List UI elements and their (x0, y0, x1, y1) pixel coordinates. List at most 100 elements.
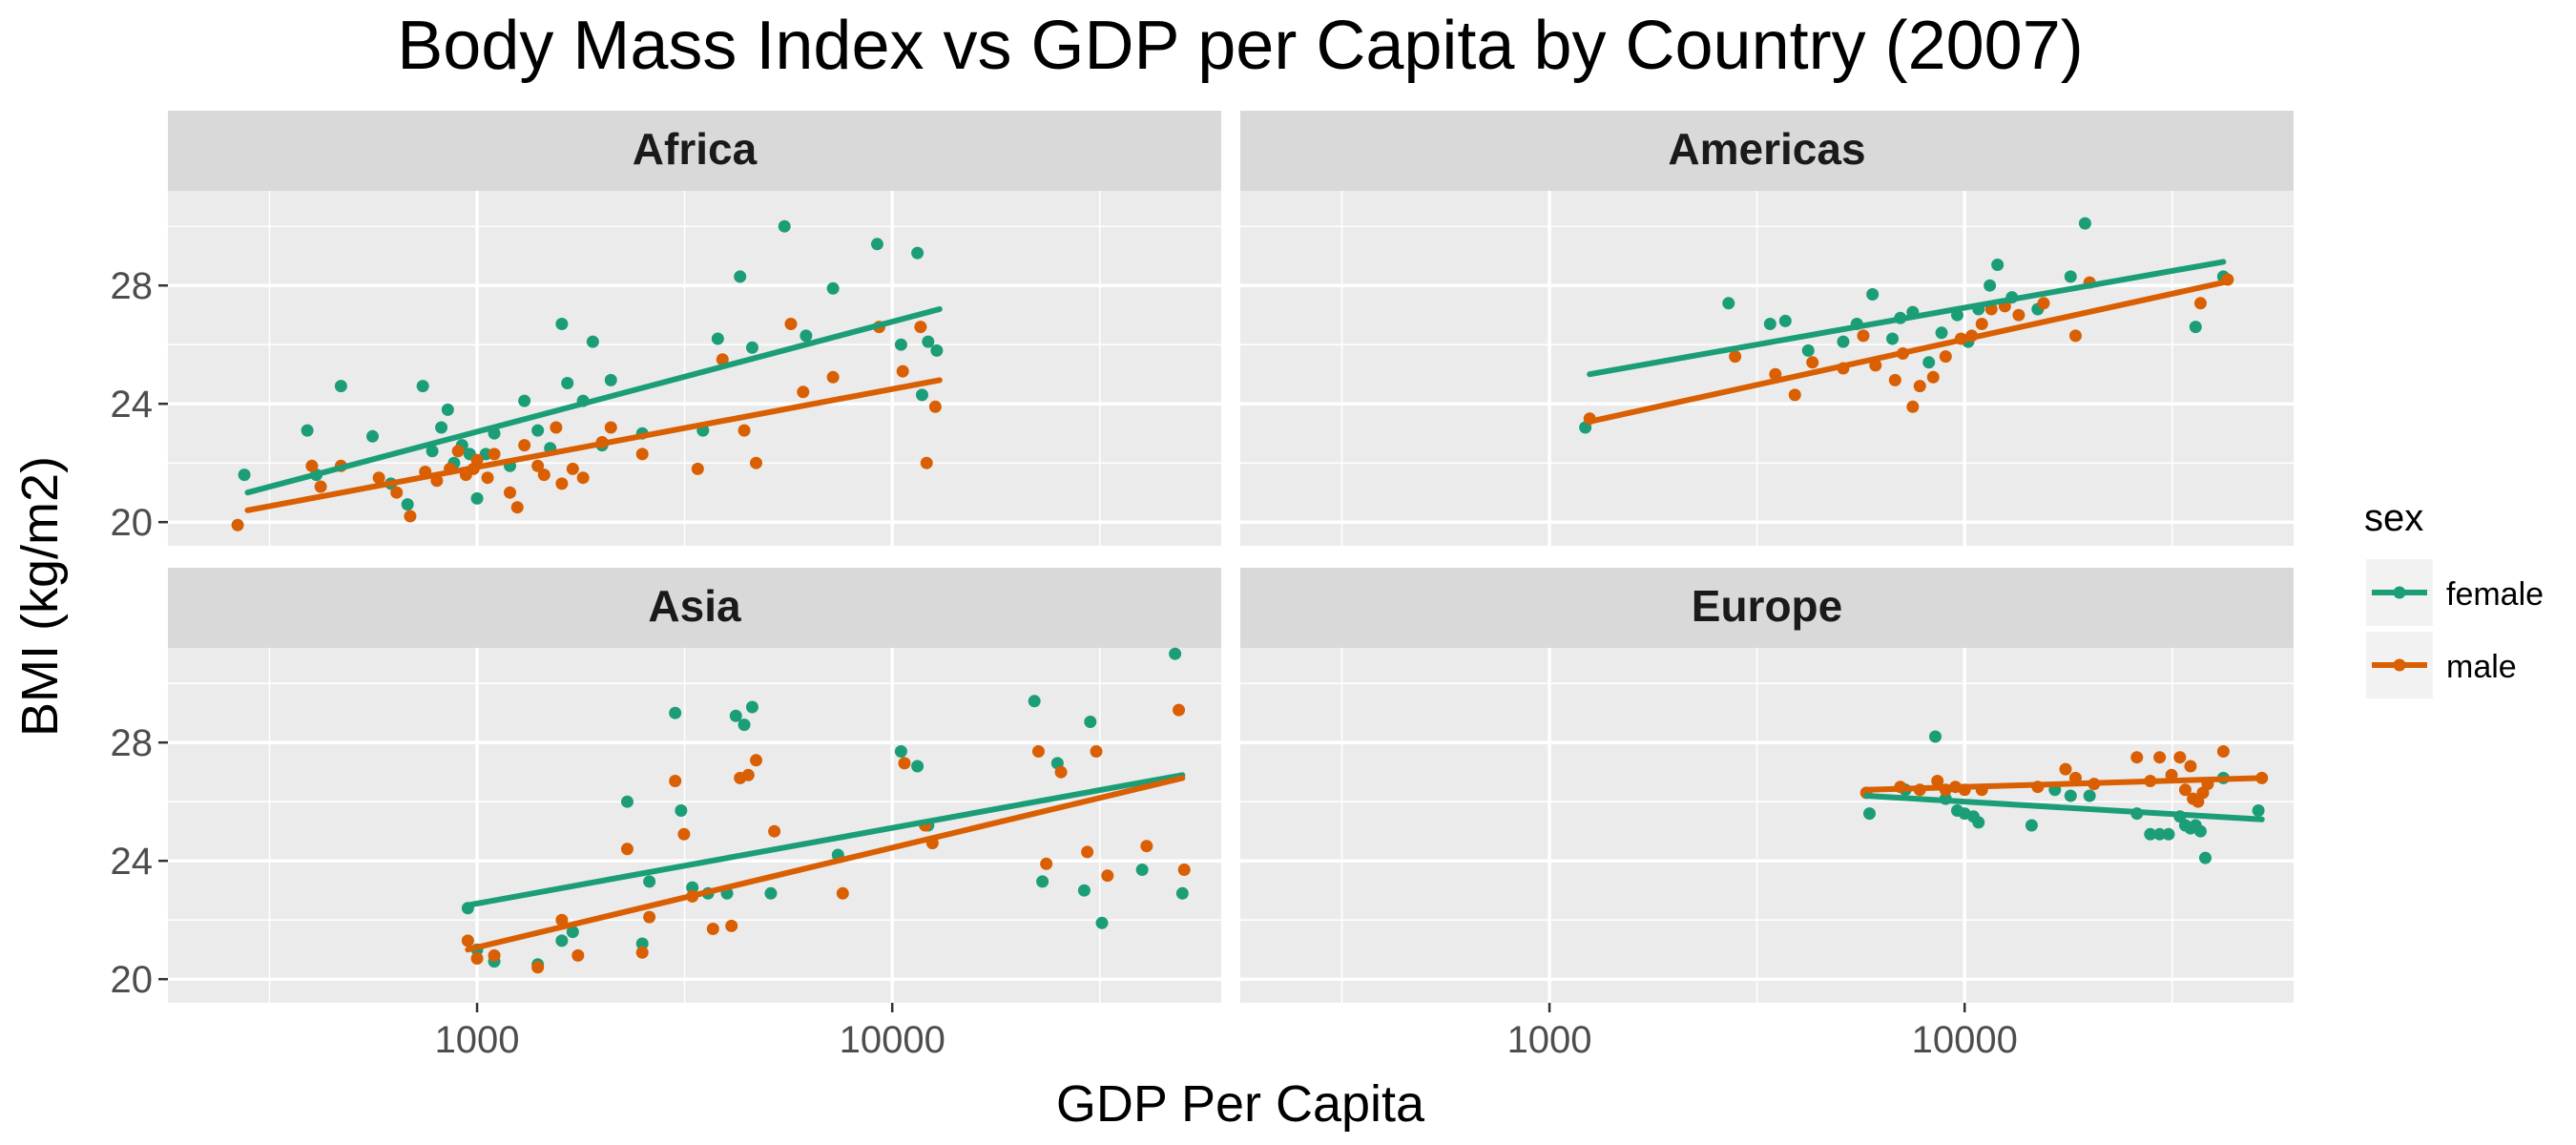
data-point-male (750, 456, 763, 469)
y-tick-label: 24 (111, 384, 154, 426)
data-point-male (1040, 857, 1053, 870)
data-point-male (1090, 745, 1103, 758)
data-point-female (643, 875, 656, 888)
y-tick-label: 20 (111, 959, 154, 1001)
data-point-female (2153, 827, 2167, 841)
data-point-male (896, 364, 909, 378)
data-point-male (2068, 329, 2082, 343)
data-point-female (1801, 344, 1815, 357)
data-point-male (1788, 388, 1801, 402)
facet-strip-europe (1240, 568, 2294, 648)
data-point-male (566, 462, 579, 475)
data-point-female (2064, 270, 2077, 283)
data-point-male (470, 952, 484, 965)
data-point-male (390, 486, 404, 499)
facet-panel-africa: Africa 20 24 28 (111, 111, 1221, 546)
data-point-male (635, 946, 649, 959)
data-point-female (1084, 716, 1097, 728)
fit-line-male-americas (1587, 280, 2227, 425)
x-axis-label: GDP Per Capita (1056, 1075, 1425, 1133)
data-point-male (706, 923, 719, 935)
data-point-female (2064, 789, 2077, 802)
data-point-male (898, 757, 911, 770)
legend-title: sex (2364, 497, 2423, 539)
data-point-female (734, 270, 747, 283)
fit-line-female-africa (244, 306, 943, 496)
data-point-male (2184, 760, 2197, 773)
data-point-female (566, 926, 579, 939)
data-point-female (1837, 335, 1850, 348)
data-point-female (745, 700, 758, 714)
data-point-female (922, 335, 935, 348)
data-point-female (1135, 864, 1149, 876)
data-point-male (677, 827, 691, 841)
data-point-male (461, 934, 474, 947)
data-point-male (2037, 297, 2050, 310)
data-point-female (894, 745, 907, 758)
data-point-male (576, 471, 590, 485)
data-point-male (669, 775, 682, 787)
data-point-female (2083, 789, 2096, 802)
data-point-female (894, 338, 907, 351)
data-point-male (1888, 373, 1901, 386)
data-point-female (1036, 875, 1049, 888)
data-point-male (784, 318, 798, 330)
points-male-africa (231, 318, 942, 531)
data-point-male (571, 948, 585, 962)
data-point-female (1028, 695, 1041, 708)
data-point-male (1081, 845, 1094, 859)
legend-key-point (2393, 658, 2406, 672)
facet-panel-europe: Europe 1000 10000 (1240, 568, 2294, 1061)
data-point-female (2252, 804, 2265, 817)
data-point-female (2198, 851, 2212, 864)
data-point-male (1939, 350, 1952, 364)
data-point-female (1077, 884, 1091, 897)
data-point-male (1975, 318, 1988, 330)
data-point-female (561, 377, 574, 389)
data-point-female (764, 886, 778, 900)
data-point-female (915, 388, 928, 402)
data-point-male (750, 754, 763, 767)
facet-panel-americas: Americas (1240, 111, 2294, 546)
data-point-male (537, 468, 551, 482)
data-point-female (1095, 916, 1109, 929)
data-point-female (745, 341, 758, 354)
data-point-male (555, 477, 569, 490)
data-point-female (826, 281, 840, 295)
data-point-male (928, 400, 942, 413)
x-tick-label: 1000 (435, 1019, 520, 1061)
data-point-female (669, 706, 682, 719)
data-point-female (2193, 824, 2207, 838)
fit-line-male-africa (244, 377, 943, 513)
data-point-female (2144, 827, 2157, 841)
legend-entry-male: male (2366, 632, 2517, 698)
y-tick-label: 20 (111, 502, 154, 544)
data-point-male (404, 510, 417, 523)
plot-background-americas (1240, 191, 2294, 546)
data-point-female (2025, 819, 2038, 832)
data-point-female (365, 429, 379, 443)
data-point-female (1928, 730, 1942, 743)
data-point-male (2173, 751, 2187, 764)
fit-line-male-europe (1863, 775, 2265, 793)
data-point-male (620, 843, 634, 856)
data-point-female (911, 760, 924, 773)
data-point-male (1806, 356, 1819, 369)
data-point-male (2012, 308, 2025, 322)
data-point-male (920, 456, 933, 469)
data-point-male (1729, 350, 1742, 364)
data-point-male (1054, 765, 1068, 779)
fit-line-female-asia (465, 772, 1186, 908)
data-point-female (635, 937, 649, 950)
data-point-female (1984, 279, 1997, 292)
facet-strip-label-americas: Americas (1668, 124, 1865, 174)
data-point-male (826, 370, 840, 384)
data-point-male (2193, 297, 2207, 310)
data-point-female (555, 934, 569, 947)
data-point-female (401, 498, 414, 511)
data-point-female (729, 709, 742, 722)
data-point-male (914, 321, 927, 334)
facet-strip-americas (1240, 111, 2294, 191)
